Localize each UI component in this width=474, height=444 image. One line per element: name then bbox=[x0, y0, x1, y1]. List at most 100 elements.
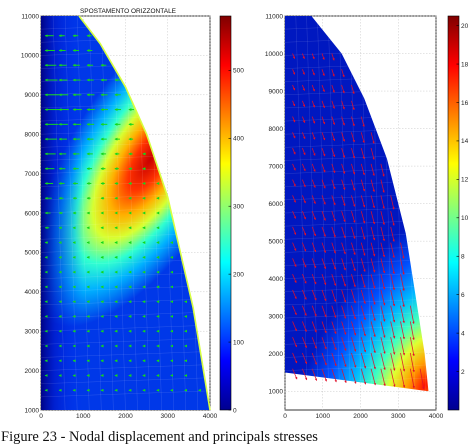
x-tick-label: 2000 bbox=[353, 413, 368, 420]
stress-arrow bbox=[390, 195, 395, 210]
stress-arrow bbox=[311, 274, 317, 285]
mesh-line bbox=[285, 285, 429, 293]
stress-arrow bbox=[351, 195, 356, 207]
stress-arrow bbox=[341, 116, 345, 126]
stress-arrow bbox=[292, 305, 297, 316]
stress-arrow bbox=[351, 289, 356, 304]
stress-arrow bbox=[360, 321, 366, 337]
stress-arrow bbox=[311, 352, 317, 365]
stress-arrow bbox=[351, 242, 356, 256]
stress-arrow bbox=[301, 116, 306, 124]
stress-arrow bbox=[321, 179, 326, 189]
mesh-line bbox=[76, 16, 90, 410]
stress-arrow bbox=[311, 258, 317, 269]
stress-arrow bbox=[292, 226, 297, 235]
y-tick-label: 9000 bbox=[269, 88, 284, 95]
y-tick-label: 2000 bbox=[25, 368, 40, 375]
stress-arrow bbox=[360, 258, 366, 272]
stress-arrow bbox=[331, 100, 335, 109]
stress-arrow bbox=[341, 305, 347, 319]
colorbar-tick-label: 12 bbox=[461, 177, 469, 184]
y-tick-label: 2000 bbox=[269, 351, 284, 358]
stress-arrow bbox=[331, 274, 337, 286]
stress-arrow bbox=[341, 258, 346, 271]
stress-arrow bbox=[292, 53, 296, 59]
stress-arrow bbox=[380, 226, 385, 242]
stress-arrow bbox=[390, 305, 396, 323]
stress-arrow bbox=[390, 226, 395, 242]
stress-arrow bbox=[331, 84, 335, 93]
stress-arrow bbox=[370, 195, 375, 209]
stress-arrow bbox=[292, 352, 298, 364]
stress-arrow bbox=[351, 258, 356, 272]
stress-arrow bbox=[331, 116, 336, 125]
stress-arrow bbox=[321, 116, 326, 125]
stress-arrow bbox=[301, 195, 306, 204]
stress-arrow bbox=[301, 321, 307, 332]
stress-arrow bbox=[311, 100, 316, 108]
y-tick-label: 7000 bbox=[269, 163, 284, 170]
y-tick-label: 4000 bbox=[25, 289, 40, 296]
mesh-line bbox=[101, 16, 114, 410]
stress-arrow bbox=[311, 195, 316, 205]
stress-arrow bbox=[390, 211, 395, 226]
stress-arrow bbox=[400, 242, 405, 259]
stress-arrow bbox=[370, 352, 376, 370]
stress-arrow bbox=[351, 163, 356, 175]
colorbar-tick-label: 8 bbox=[461, 254, 465, 261]
stress-arrow bbox=[331, 132, 336, 142]
stress-arrow bbox=[400, 352, 406, 372]
stress-arrow bbox=[370, 305, 376, 322]
mesh-line bbox=[285, 272, 429, 279]
stress-arrow bbox=[409, 352, 415, 373]
stress-arrow bbox=[321, 132, 326, 141]
stress-arrow bbox=[390, 352, 396, 371]
stress-arrow bbox=[351, 321, 357, 336]
stress-arrow bbox=[321, 321, 327, 334]
stress-arrow bbox=[301, 242, 307, 252]
y-tick-label: 3000 bbox=[25, 329, 40, 336]
stress-arrow bbox=[311, 289, 317, 301]
mesh-line bbox=[41, 311, 210, 319]
mesh-line bbox=[285, 324, 429, 332]
x-tick-label: 4000 bbox=[429, 413, 444, 420]
mesh-line bbox=[41, 324, 210, 332]
stress-arrow bbox=[380, 242, 386, 258]
mesh-line bbox=[41, 285, 210, 293]
stress-arrow bbox=[390, 321, 396, 339]
x-axis: 0 1000 2000 3000 4000 bbox=[283, 413, 443, 420]
stress-arrow bbox=[370, 321, 376, 338]
stress-arrow bbox=[301, 368, 308, 381]
mesh-line bbox=[113, 16, 126, 410]
stress-arrow bbox=[360, 179, 366, 192]
mesh-line bbox=[285, 311, 429, 319]
stress-arrow bbox=[292, 132, 296, 139]
x-tick-label: 1000 bbox=[76, 413, 91, 420]
stress-arrow bbox=[301, 179, 306, 188]
stress-arrow bbox=[341, 100, 345, 110]
stress-arrow bbox=[360, 305, 366, 321]
stress-arrow bbox=[301, 84, 305, 91]
mesh-line bbox=[295, 16, 309, 410]
stress-arrow bbox=[292, 258, 297, 268]
mesh-line bbox=[41, 390, 210, 398]
stress-arrow bbox=[341, 163, 346, 174]
stress-arrow bbox=[341, 179, 346, 191]
plot-title: SPOSTAMENTO ORIZZONTALE bbox=[80, 8, 177, 15]
stress-arrow bbox=[351, 179, 356, 191]
colorbar-tick-label: 200 bbox=[233, 271, 244, 278]
y-tick-label: 1000 bbox=[25, 407, 40, 414]
stress-arrow bbox=[351, 305, 357, 320]
mesh-line bbox=[41, 364, 210, 371]
stress-arrow bbox=[341, 274, 346, 287]
colorbar-tick-label: 0 bbox=[233, 407, 237, 414]
stress-arrow bbox=[400, 337, 406, 356]
stress-arrow bbox=[341, 132, 346, 142]
stress-arrow bbox=[351, 226, 356, 240]
stress-arrow bbox=[380, 258, 386, 274]
stress-arrow bbox=[370, 211, 376, 225]
colorbar-tick-label: 2 bbox=[461, 369, 465, 376]
stress-arrow bbox=[311, 116, 316, 124]
x-tick-label: 4000 bbox=[203, 413, 218, 420]
stress-arrow bbox=[370, 163, 375, 177]
